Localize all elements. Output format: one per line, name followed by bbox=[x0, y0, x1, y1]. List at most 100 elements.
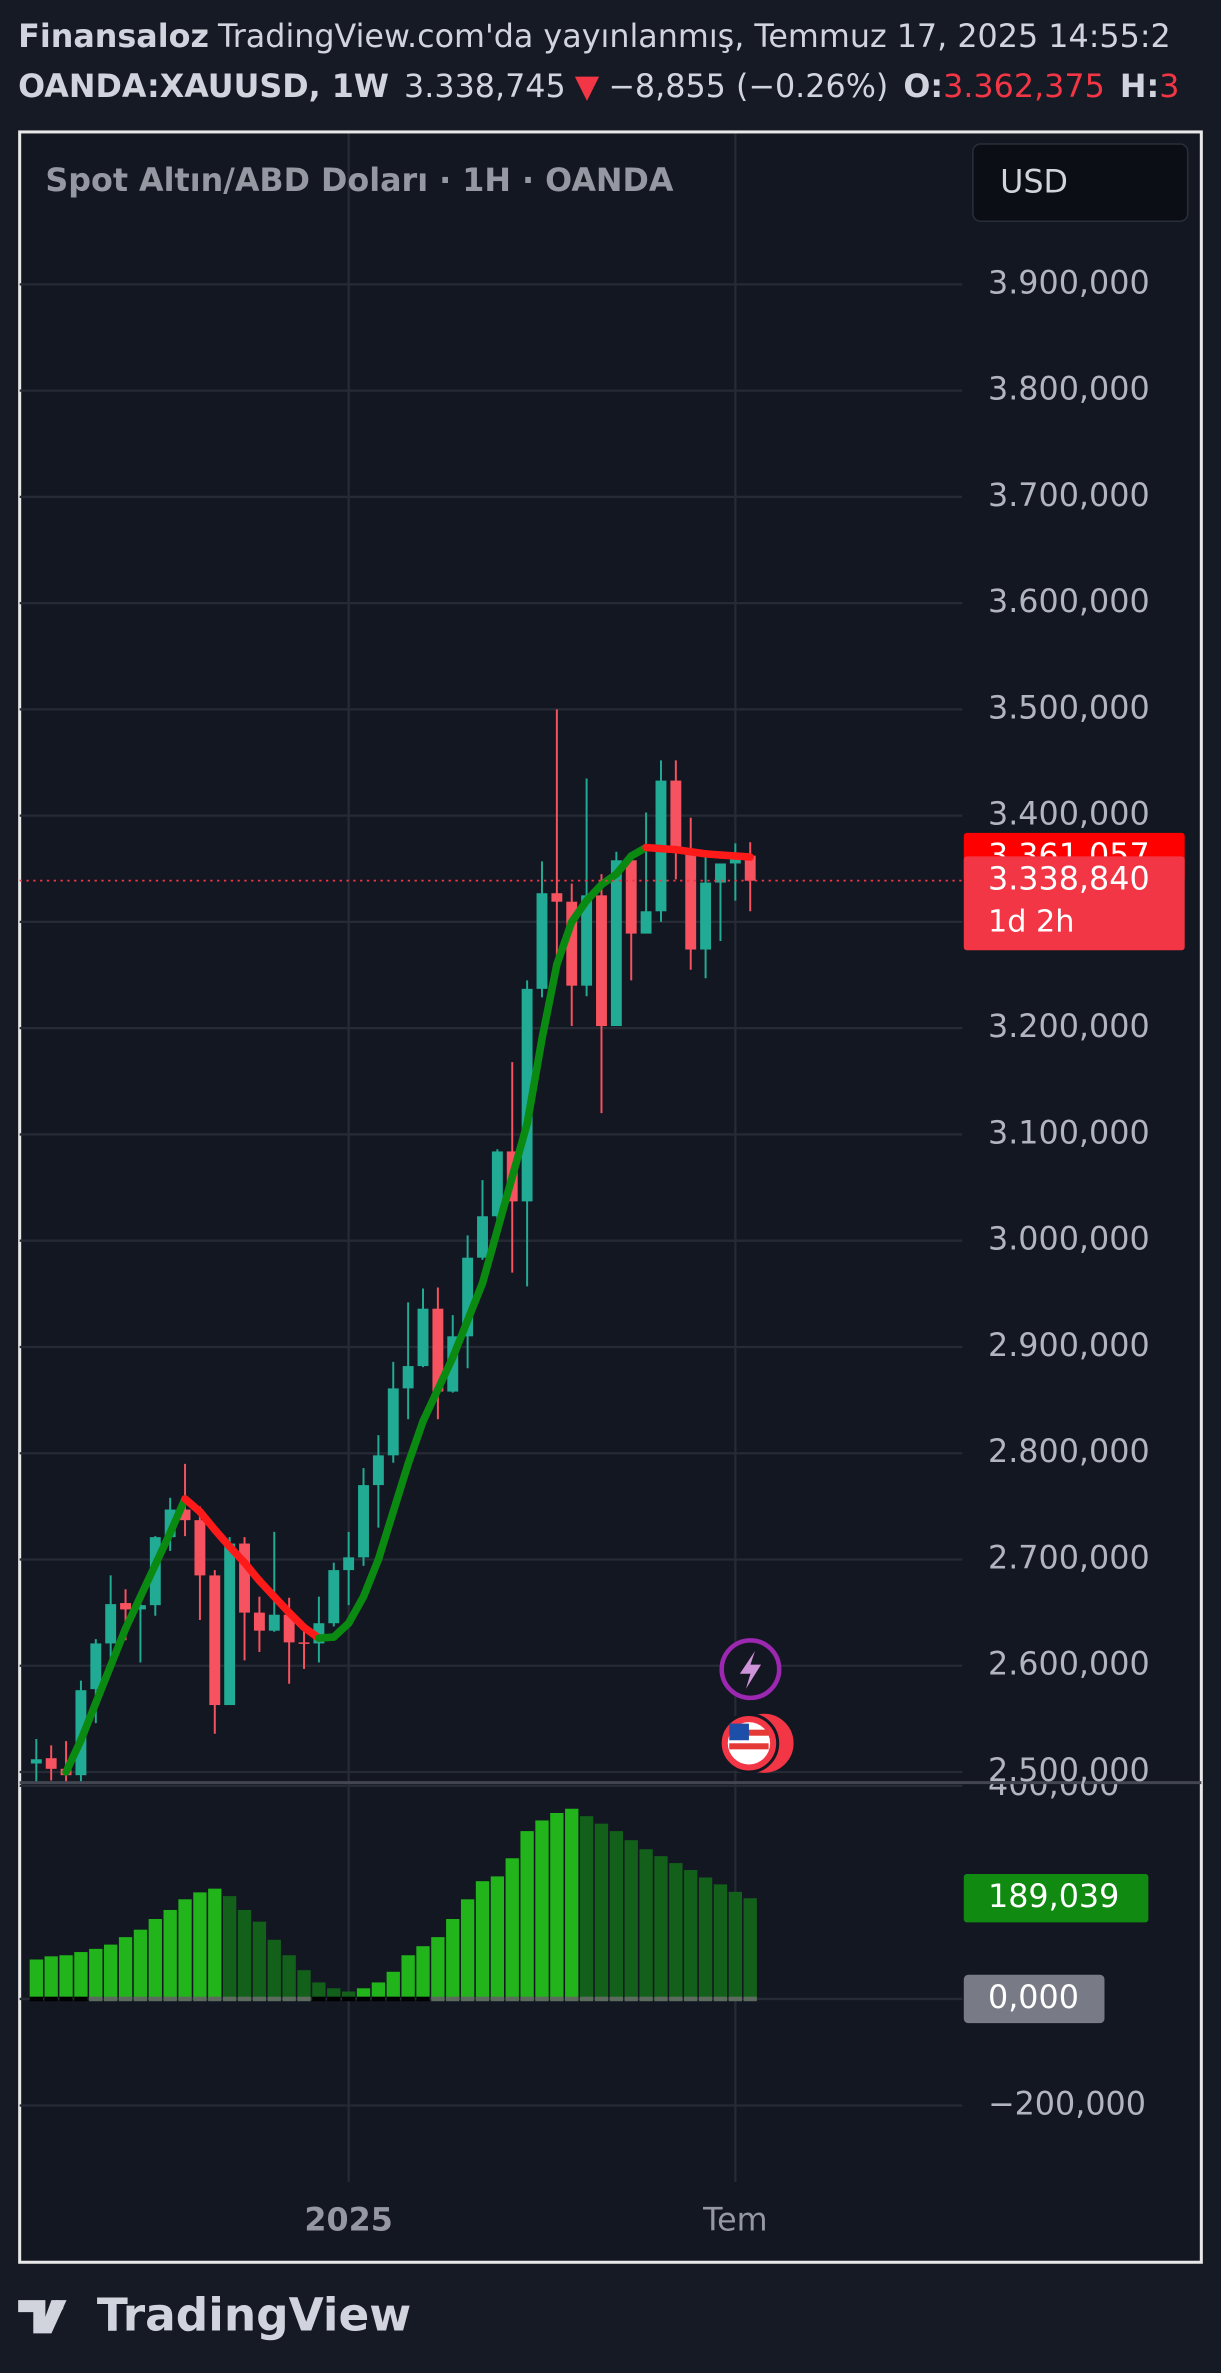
zero-badge bbox=[963, 1974, 1105, 2024]
y-tick-label: 3.000,000 bbox=[988, 1222, 1150, 1258]
candle-body bbox=[45, 1758, 57, 1769]
zero-dot bbox=[416, 1996, 430, 2002]
logo: TradingView bbox=[18, 2289, 411, 2342]
zero-dot bbox=[178, 1996, 192, 2002]
histogram-bar bbox=[29, 1959, 43, 1999]
histogram-bar bbox=[416, 1946, 430, 1999]
candle-body bbox=[358, 1485, 369, 1558]
candle-body bbox=[224, 1543, 236, 1706]
y-tick-label: 3.500,000 bbox=[988, 690, 1150, 726]
y-tick-label: −200,000 bbox=[988, 2087, 1146, 2123]
currency: USD bbox=[1000, 164, 1068, 200]
candle-body bbox=[298, 1642, 310, 1644]
zero-dot bbox=[163, 1996, 177, 2002]
candle-body bbox=[239, 1543, 250, 1613]
candle-body bbox=[402, 1366, 414, 1389]
zero-dot bbox=[594, 1996, 609, 2002]
trend-line bbox=[374, 1507, 398, 1564]
flag-stripe bbox=[729, 1729, 769, 1736]
zero-dot bbox=[505, 1996, 519, 2002]
trend-line bbox=[62, 1736, 85, 1776]
histogram-bar bbox=[371, 1982, 386, 1999]
trend-line bbox=[731, 852, 754, 861]
published: TradingView.com'da yayınlanmış, Temmuz 1… bbox=[217, 19, 1171, 55]
zero-dot bbox=[223, 1996, 237, 2002]
flag-canton bbox=[729, 1723, 749, 1741]
y-tick-label: 3.200,000 bbox=[988, 1009, 1150, 1045]
header-line: Finansaloz TradingView.com'da yayınlanmış… bbox=[18, 19, 1171, 55]
symbol: OANDA:XAUUSD, 1W bbox=[18, 69, 389, 105]
histogram-bar bbox=[743, 1898, 757, 1999]
candle-body bbox=[179, 1509, 191, 1521]
trend-line bbox=[106, 1624, 130, 1670]
candle-body bbox=[625, 860, 637, 934]
zero-dot bbox=[118, 1996, 133, 2002]
candle-body bbox=[328, 1570, 340, 1624]
zero-dot bbox=[386, 1996, 400, 2002]
histogram-bar bbox=[104, 1944, 118, 1999]
indicator-value: 189,039 bbox=[988, 1879, 1119, 1915]
event-icons bbox=[718, 1638, 794, 1774]
histogram-bar bbox=[728, 1891, 742, 1999]
candle-body bbox=[432, 1308, 444, 1392]
zero-dot bbox=[520, 1996, 534, 2002]
trend-line bbox=[389, 1460, 412, 1516]
candle-body bbox=[685, 849, 697, 950]
candle-body bbox=[596, 895, 607, 1027]
histogram-bar bbox=[208, 1888, 222, 1999]
trend-line bbox=[553, 918, 576, 969]
zero-dot bbox=[475, 1996, 490, 2002]
open: 3.362,375 bbox=[943, 69, 1105, 105]
candle-body bbox=[536, 893, 548, 989]
candle-body bbox=[105, 1604, 117, 1644]
y-tick-label: 3.700,000 bbox=[988, 478, 1150, 514]
candle-body bbox=[313, 1623, 325, 1644]
histogram-bar bbox=[193, 1892, 207, 1999]
histogram-bar bbox=[490, 1876, 505, 1999]
zero-dot bbox=[713, 1996, 728, 2002]
currency-button[interactable] bbox=[972, 143, 1189, 222]
y-tick-label: 2.700,000 bbox=[988, 1540, 1150, 1576]
y-tick-label: 2.900,000 bbox=[988, 1328, 1150, 1364]
histogram-bar bbox=[505, 1858, 519, 1999]
histogram-bar bbox=[341, 1991, 356, 1999]
zero-dot bbox=[193, 1996, 207, 2002]
change: −8,855 (−0.26%) bbox=[608, 69, 888, 105]
candle-body bbox=[491, 1151, 503, 1217]
histogram-bar bbox=[74, 1952, 88, 1999]
candle-body bbox=[209, 1575, 221, 1706]
author: Finansaloz bbox=[18, 19, 209, 55]
trend-line bbox=[240, 1558, 264, 1585]
histogram-bar bbox=[237, 1909, 252, 1999]
trend-line bbox=[166, 1495, 189, 1537]
candle-body bbox=[343, 1557, 355, 1571]
zero-dot bbox=[669, 1996, 683, 2002]
candle-body bbox=[268, 1614, 280, 1631]
trend-line bbox=[136, 1561, 160, 1601]
candle-body bbox=[387, 1388, 399, 1456]
zero-dot bbox=[624, 1996, 638, 2002]
candle-body bbox=[253, 1612, 265, 1631]
y-tick-label: 2.800,000 bbox=[988, 1434, 1150, 1470]
zero-dot bbox=[312, 1996, 326, 2002]
zero-dot bbox=[654, 1996, 668, 2002]
trend-line bbox=[538, 960, 561, 1043]
zero-dot bbox=[490, 1996, 505, 2002]
indicator-badge bbox=[963, 1874, 1149, 1923]
zero-dot bbox=[74, 1996, 88, 2002]
trend-line bbox=[508, 1120, 531, 1181]
trend-line bbox=[359, 1555, 383, 1601]
histogram-bar bbox=[89, 1948, 103, 1999]
zero-dot bbox=[639, 1996, 653, 2002]
zero-dot bbox=[297, 1996, 311, 2002]
histogram-bar bbox=[609, 1831, 624, 1999]
candle-body bbox=[566, 901, 578, 986]
histogram-bar bbox=[356, 1988, 371, 1999]
candle-body bbox=[134, 1605, 146, 1610]
zero-dot bbox=[684, 1996, 698, 2002]
histogram-bar bbox=[446, 1919, 460, 1999]
candle-body bbox=[744, 855, 756, 881]
zero-dot bbox=[133, 1996, 148, 2002]
lightning bbox=[739, 1650, 762, 1689]
y-tick-label: 3.900,000 bbox=[988, 265, 1150, 301]
